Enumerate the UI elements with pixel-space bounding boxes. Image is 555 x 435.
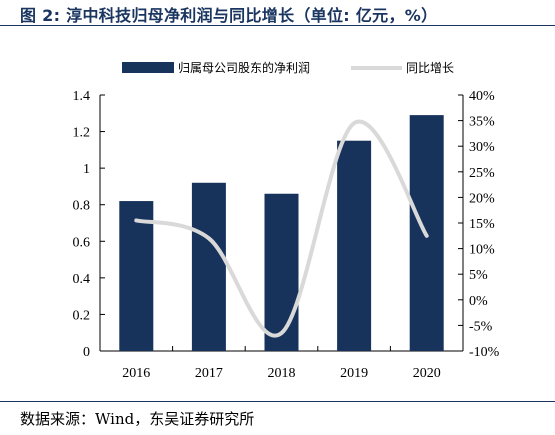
left-tick-label: 0.2 <box>73 308 91 323</box>
bar-2016 <box>119 201 154 351</box>
x-tick-label-2019: 2019 <box>340 366 368 381</box>
right-tick-label: 15% <box>469 217 495 232</box>
left-tick-label: 1.4 <box>73 89 91 104</box>
left-tick-label: 0.4 <box>73 272 91 287</box>
source-note: 数据来源：Wind，东吴证券研究所 <box>20 410 255 428</box>
right-tick-label: 20% <box>469 191 495 206</box>
figure-title: 图 2: 淳中科技归母净利润与同比增长（单位: 亿元，%） <box>20 6 438 25</box>
source-rule <box>0 401 555 402</box>
left-tick-label: 0.6 <box>73 235 91 250</box>
left-tick-label: 0 <box>83 345 90 360</box>
right-tick-label: 30% <box>469 140 495 155</box>
legend-swatch-net-profit <box>122 62 174 73</box>
x-tick-label-2020: 2020 <box>413 366 441 381</box>
right-tick-label: -5% <box>469 319 493 334</box>
right-tick-label: 5% <box>469 268 488 283</box>
bar-2019 <box>337 140 372 351</box>
right-tick-label: -10% <box>469 345 500 360</box>
right-tick-label: 35% <box>469 115 495 130</box>
x-tick-label-2016: 2016 <box>122 366 150 381</box>
legend-label-growth: 同比增长 <box>406 61 454 75</box>
x-tick-label-2017: 2017 <box>195 366 223 381</box>
left-tick-label: 1 <box>83 162 90 177</box>
right-tick-label: 40% <box>469 89 495 104</box>
title-rule <box>0 25 555 26</box>
bar-2017 <box>191 182 226 351</box>
x-tick-label-2018: 2018 <box>268 366 296 381</box>
bar-2018 <box>264 193 299 351</box>
right-tick-label: 10% <box>469 243 495 258</box>
right-tick-label: 25% <box>469 166 495 181</box>
growth-line <box>134 119 429 338</box>
left-tick-label: 1.2 <box>73 126 91 141</box>
right-tick-label: 0% <box>469 294 488 309</box>
legend-label-net-profit: 归属母公司股东的净利润 <box>178 60 310 75</box>
left-tick-label: 0.8 <box>73 199 91 214</box>
chart: 0 0.2 0.4 0.6 0.8 1 1.2 1.4 -10% -5% 0% 5% 10% 15% 20%… <box>73 60 500 381</box>
